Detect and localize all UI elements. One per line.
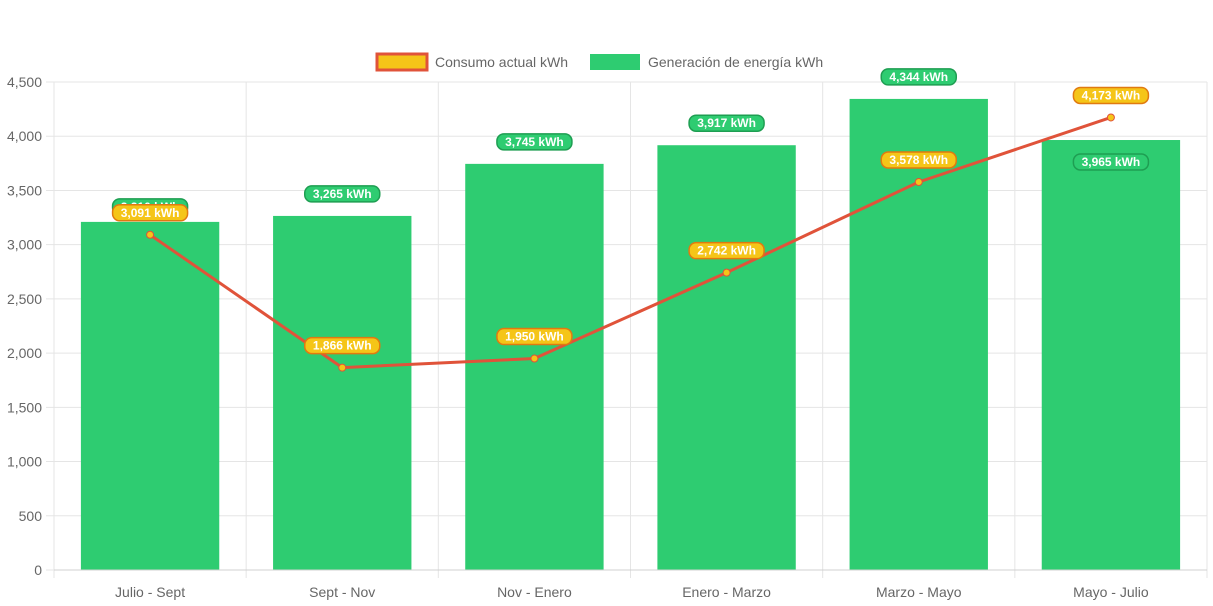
y-tick-label: 0: [34, 562, 42, 578]
data-label-box: [1072, 153, 1150, 171]
line-point[interactable]: [338, 363, 347, 372]
data-label-text: 3,265 kWh: [313, 187, 372, 201]
line-data-label: 3,578 kWh: [880, 151, 957, 169]
bar[interactable]: [1041, 140, 1181, 571]
data-label-box: [304, 185, 381, 203]
bar-data-label: 3,265 kWh: [304, 185, 381, 203]
legend-swatch-consumo: [375, 52, 429, 72]
data-label-box: [880, 68, 957, 86]
bar[interactable]: [849, 98, 988, 571]
data-label-text: 2,742 kWh: [697, 244, 756, 258]
data-label-text: 1,950 kWh: [505, 330, 564, 344]
data-label-text: 3,745 kWh: [505, 135, 564, 149]
grid: [46, 81, 1208, 578]
y-tick-label: 4,500: [7, 74, 42, 90]
data-label-box: [496, 327, 573, 346]
data-label-text: 3,578 kWh: [889, 153, 948, 167]
data-label-box: [304, 336, 381, 355]
legend-item-generacion[interactable]: Generación de energía kWh: [590, 54, 823, 70]
bar[interactable]: [657, 145, 796, 570]
y-tick-label: 2,500: [7, 291, 42, 307]
x-tick-label: Mayo - Julio: [1073, 584, 1149, 600]
line-point[interactable]: [1106, 113, 1115, 122]
line-point[interactable]: [530, 354, 539, 363]
data-label-text: 4,173 kWh: [1082, 88, 1141, 102]
data-label-box: [111, 204, 189, 222]
legend[interactable]: Consumo actual kWh Generación de energía…: [375, 52, 823, 72]
x-tick-label: Nov - Enero: [497, 584, 572, 600]
legend-item-consumo[interactable]: Consumo actual kWh: [375, 52, 568, 72]
legend-label-generacion: Generación de energía kWh: [648, 54, 823, 70]
axes: 0 500 1,000 1,500 2,000 2,500 3,000 3,500 4,000 4…: [7, 74, 1207, 600]
data-label-text: 3,091 kWh: [121, 206, 180, 220]
data-label-box: [688, 241, 765, 260]
bars: [80, 98, 1181, 571]
data-label-text: 1,866 kWh: [313, 339, 372, 353]
data-label-text: 4,344 kWh: [889, 70, 948, 84]
data-label-text: 3,965 kWh: [1082, 155, 1141, 169]
line-data-label: 3,091 kWh: [111, 204, 189, 222]
line-point[interactable]: [722, 268, 731, 277]
line-data-label: 4,173 kWh: [1072, 86, 1150, 105]
bar-data-label: 3,965 kWh: [1072, 153, 1150, 171]
data-label-box: [880, 151, 957, 169]
y-tick-label: 1,500: [7, 399, 42, 415]
x-tick-label: Enero - Marzo: [682, 584, 771, 600]
legend-swatch-generacion: [590, 54, 640, 70]
y-tick-label: 4,000: [7, 128, 42, 144]
line-data-label: 1,866 kWh: [304, 336, 381, 355]
x-tick-label: Marzo - Mayo: [876, 584, 962, 600]
bar[interactable]: [80, 221, 220, 571]
bar[interactable]: [273, 215, 412, 570]
line-data-label: 1,950 kWh: [496, 327, 573, 346]
data-label-box: [496, 133, 573, 151]
legend-label-consumo: Consumo actual kWh: [435, 54, 568, 70]
line-data-label: 2,742 kWh: [688, 241, 765, 260]
data-label-text: 3,917 kWh: [697, 116, 756, 130]
bar-data-label: 4,344 kWh: [880, 68, 957, 86]
data-label-box: [1072, 86, 1150, 105]
bar-data-label: 3,917 kWh: [688, 114, 765, 132]
data-label-box: [688, 114, 765, 132]
y-tick-label: 2,000: [7, 345, 42, 361]
x-tick-label: Julio - Sept: [115, 584, 185, 600]
y-tick-label: 3,500: [7, 182, 42, 198]
x-tick-label: Sept - Nov: [309, 584, 375, 600]
y-tick-label: 1,000: [7, 454, 42, 470]
bar-data-label: 3,745 kWh: [496, 133, 573, 151]
y-tick-label: 3,000: [7, 237, 42, 253]
y-tick-label: 500: [19, 508, 43, 524]
bar[interactable]: [465, 163, 604, 570]
line-point[interactable]: [914, 177, 923, 186]
line-point[interactable]: [146, 230, 155, 239]
